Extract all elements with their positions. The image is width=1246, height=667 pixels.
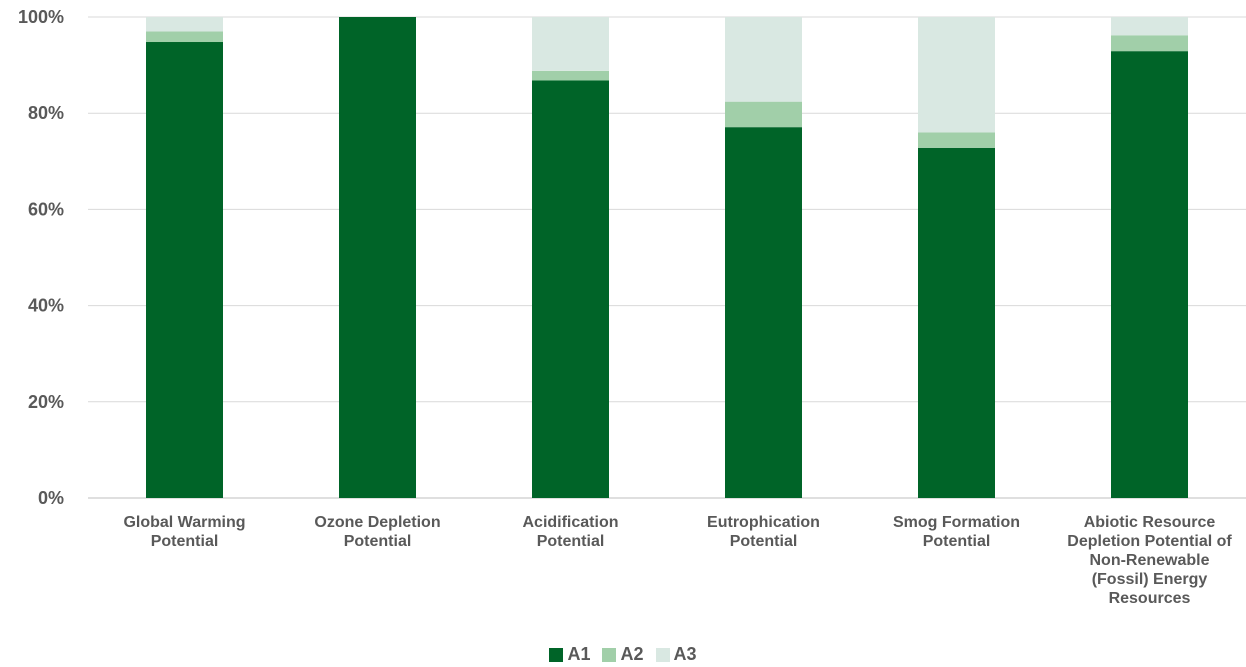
bar-segment-a3 xyxy=(1111,17,1188,36)
y-tick-label: 60% xyxy=(28,199,64,219)
y-tick-label: 40% xyxy=(28,296,64,316)
bar-segment-a1 xyxy=(1111,51,1188,499)
y-tick-label: 80% xyxy=(28,103,64,123)
bar-segment-a3 xyxy=(146,17,223,32)
x-tick-label: Global Warming Potential xyxy=(123,514,245,550)
bar-segment-a3 xyxy=(532,17,609,71)
bars xyxy=(146,17,1188,499)
y-tick-label: 20% xyxy=(28,392,64,412)
bar-segment-a2 xyxy=(532,70,609,81)
bar-segment-a2 xyxy=(918,132,995,148)
x-tick-label: Abiotic Resource Depletion Potential of No… xyxy=(1067,514,1232,607)
legend-swatch xyxy=(602,647,617,662)
legend-item-a1: A1 xyxy=(549,644,590,665)
legend-item-a3: A3 xyxy=(655,644,697,665)
bar-segment-a2 xyxy=(725,101,802,128)
bar-segment-a2 xyxy=(1111,35,1188,52)
x-tick-label: Eutrophication Potential xyxy=(707,514,820,550)
bar-segment-a3 xyxy=(725,17,802,102)
y-tick-label: 0% xyxy=(38,488,64,508)
legend-label: A2 xyxy=(620,644,644,664)
legend-label: A1 xyxy=(567,644,591,664)
x-axis-tick-labels: Global Warming Potential Ozone Depletion Po… xyxy=(123,514,1232,607)
bar-segment-a1 xyxy=(725,127,802,499)
y-tick-label: 100% xyxy=(18,7,64,27)
x-tick-label: Smog Formation Potential xyxy=(893,514,1020,550)
x-tick-label: Ozone Depletion Potential xyxy=(314,514,440,550)
legend: A1 A2 A3 xyxy=(0,644,1246,665)
bar-segment-a3 xyxy=(918,17,995,133)
bar-segment-a1 xyxy=(146,42,223,498)
bar-segment-a1 xyxy=(339,17,416,498)
y-axis-tick-labels: 0% 20% 40% 60% 80% 100% xyxy=(18,7,64,508)
legend-swatch xyxy=(655,647,670,662)
legend-swatch xyxy=(549,647,564,662)
gridlines xyxy=(88,16,1246,499)
bar-segment-a2 xyxy=(146,31,223,43)
x-tick-label: Acidification Potential xyxy=(522,514,618,550)
bar-segment-a1 xyxy=(532,80,609,499)
bar-segment-a1 xyxy=(918,147,995,498)
legend-label: A3 xyxy=(673,644,697,664)
legend-item-a2: A2 xyxy=(602,644,644,665)
